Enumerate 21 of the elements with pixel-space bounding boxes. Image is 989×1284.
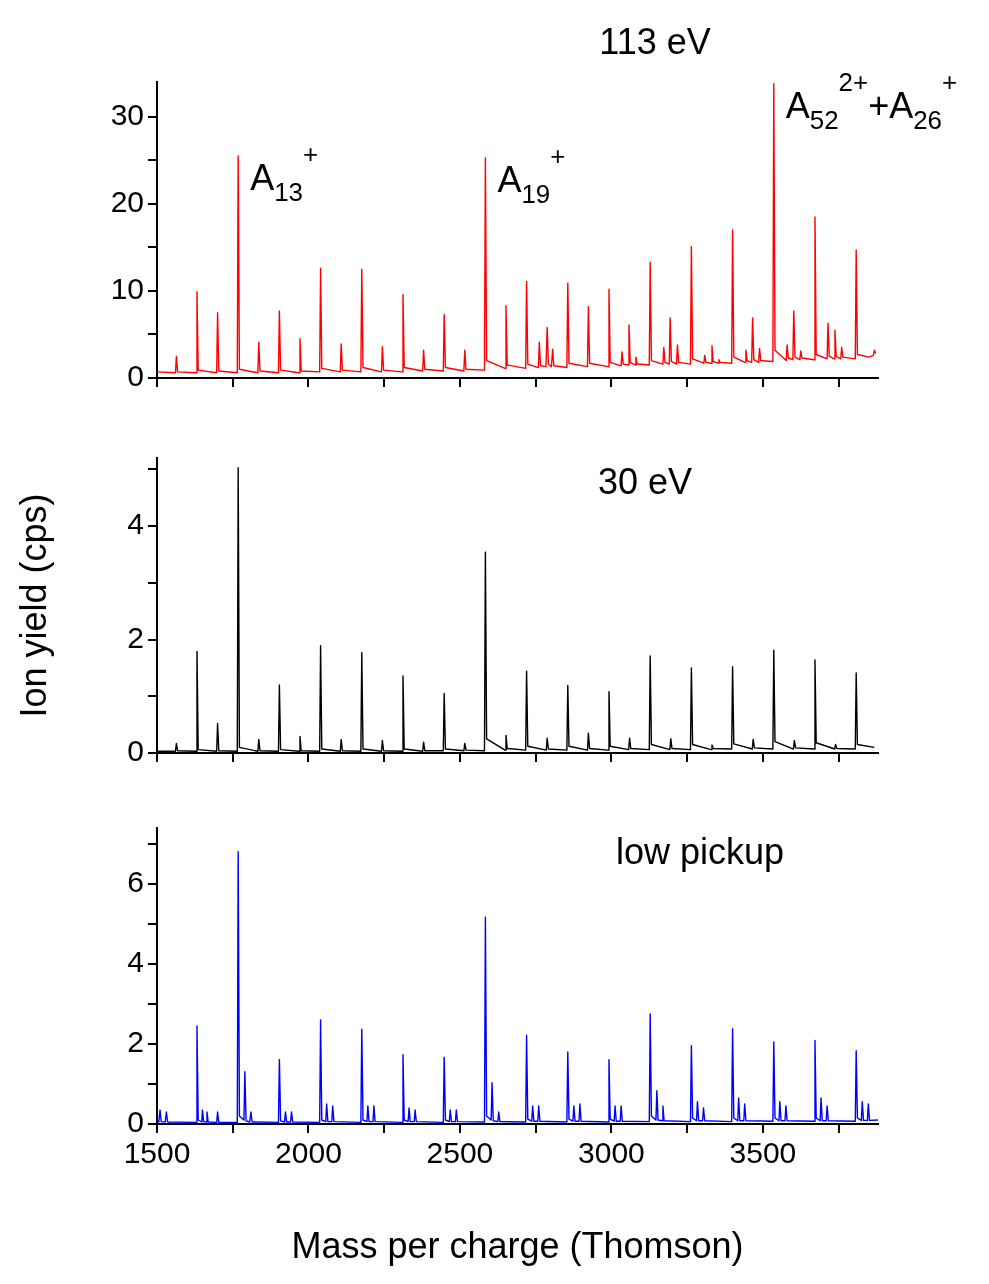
x-tick-label: 3000 — [578, 1136, 645, 1170]
chart-title: 30 eV — [597, 461, 693, 502]
y-tick-label: 10 — [110, 272, 144, 306]
x-tick-label: 1500 — [123, 1136, 191, 1170]
x-tick-label: 2000 — [275, 1136, 342, 1170]
y-tick-label: 6 — [127, 865, 144, 899]
x-axis-title: Mass per charge (Thomson) — [291, 1225, 744, 1267]
y-tick-label: 0 — [127, 1105, 144, 1139]
x-tick-label: 3500 — [729, 1136, 797, 1170]
y-tick-label: 0 — [127, 359, 144, 393]
y-tick-label: 4 — [127, 507, 144, 541]
y-tick-label: 4 — [127, 945, 144, 979]
y-tick-label: 0 — [127, 734, 144, 768]
y-axis-title: Ion yield (cps) — [12, 493, 54, 718]
y-tick-label: 2 — [127, 1025, 144, 1059]
chart-title: low pickup — [615, 831, 785, 872]
y-tick-label: 30 — [110, 98, 144, 132]
x-tick-label: 2500 — [426, 1136, 494, 1170]
y-tick-label: 20 — [110, 185, 144, 219]
y-tick-label: 2 — [127, 620, 144, 654]
chart-title: 113 eV — [599, 21, 711, 62]
